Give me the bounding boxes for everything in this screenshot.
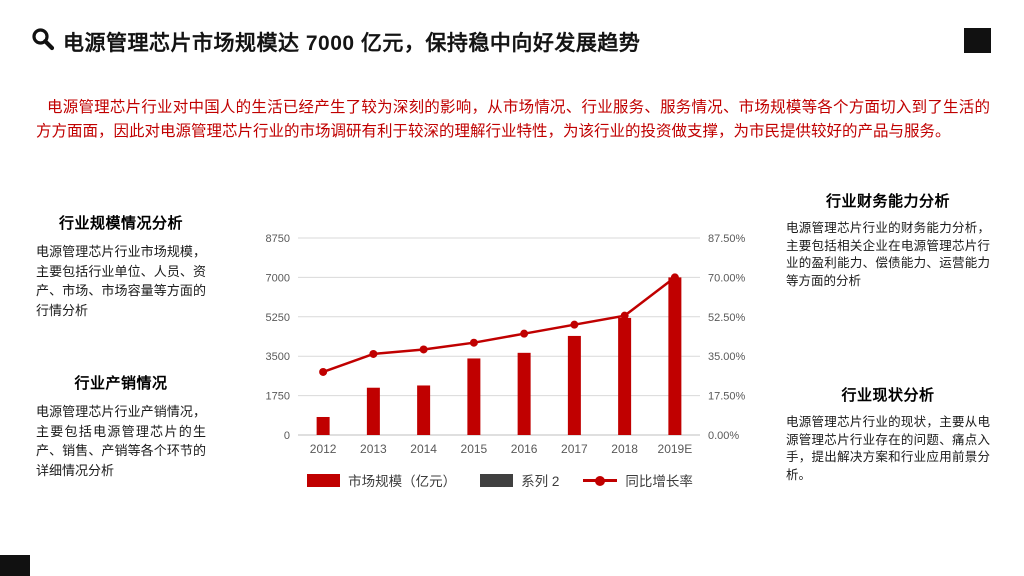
svg-text:2018: 2018: [611, 442, 638, 456]
legend-item-market-size: 市场规模（亿元）: [307, 470, 456, 490]
section-body: 电源管理芯片行业产销情况，主要包括电源管理芯片的生产、销售、产销等各个环节的详细…: [36, 404, 206, 478]
section-title: 行业规模情况分析: [58, 215, 183, 232]
section-body: 电源管理芯片行业的现状，主要从电源管理芯片行业存在的问题、痛点入手，提出解决方案…: [786, 415, 990, 482]
section-scale-analysis: 行业规模情况分析 电源管理芯片行业市场规模，主要包括行业单位、人员、资产、市场、…: [36, 212, 206, 320]
svg-text:17.50%: 17.50%: [708, 391, 746, 403]
svg-text:2017: 2017: [561, 442, 588, 456]
section-title: 行业现状分析: [841, 387, 935, 404]
svg-text:0: 0: [284, 430, 290, 442]
market-size-chart: 0 0.00% 1750 17.50% 3500 35.00% 5250 52.50% 7000…: [240, 226, 760, 471]
chart-legend: 市场规模（亿元） 系列 2 同比增长率: [240, 470, 760, 490]
magnifier-icon: [30, 26, 56, 57]
legend-swatch-series2: [480, 473, 514, 487]
svg-text:2015: 2015: [461, 442, 488, 456]
legend-item-series2: 系列 2: [480, 470, 559, 490]
svg-text:2019E: 2019E: [658, 442, 693, 456]
corner-decoration-bottom-left: [0, 555, 30, 576]
section-status-analysis: 行业现状分析 电源管理芯片行业的现状，主要从电源管理芯片行业存在的问题、痛点入手…: [786, 384, 990, 484]
svg-text:35.00%: 35.00%: [708, 351, 746, 363]
svg-text:8750: 8750: [266, 233, 290, 245]
section-production-sales: 行业产销情况 电源管理芯片行业产销情况，主要包括电源管理芯片的生产、销售、产销等…: [36, 372, 206, 480]
section-body: 电源管理芯片行业市场规模，主要包括行业单位、人员、资产、市场、市场容量等方面的行…: [36, 244, 206, 318]
svg-text:2016: 2016: [511, 442, 538, 456]
svg-text:87.50%: 87.50%: [708, 233, 746, 245]
svg-text:52.50%: 52.50%: [708, 312, 746, 324]
chart-canvas: 0 0.00% 1750 17.50% 3500 35.00% 5250 52.50% 7000…: [266, 233, 746, 456]
legend-item-growth-rate: 同比增长率: [583, 470, 693, 490]
section-body: 电源管理芯片行业的财务能力分析，主要包括相关企业在电源管理芯片行业的盈利能力、偿…: [786, 221, 990, 288]
svg-text:5250: 5250: [266, 312, 290, 324]
legend-label: 市场规模（亿元）: [348, 474, 457, 489]
svg-text:70.00%: 70.00%: [708, 272, 746, 284]
section-title: 行业产销情况: [74, 375, 168, 392]
corner-decoration-top-right: [964, 28, 991, 53]
legend-label: 同比增长率: [625, 474, 693, 489]
intro-paragraph: 电源管理芯片行业对中国人的生活已经产生了较为深刻的影响，从市场情况、行业服务、服…: [36, 99, 990, 140]
svg-text:7000: 7000: [266, 272, 290, 284]
legend-dot-icon: [595, 475, 606, 486]
svg-text:3500: 3500: [266, 351, 290, 363]
title-bar: 电源管理芯片市场规模达 7000 亿元，保持稳中向好发展趋势: [30, 26, 640, 57]
legend-swatch-bar: [307, 473, 341, 487]
page-title: 电源管理芯片市场规模达 7000 亿元，保持稳中向好发展趋势: [63, 31, 641, 55]
svg-text:2014: 2014: [410, 442, 437, 456]
legend-label: 系列 2: [521, 474, 560, 489]
svg-text:0.00%: 0.00%: [708, 430, 739, 442]
svg-text:2012: 2012: [310, 442, 337, 456]
section-financial-analysis: 行业财务能力分析 电源管理芯片行业的财务能力分析，主要包括相关企业在电源管理芯片…: [786, 190, 990, 290]
section-title: 行业财务能力分析: [825, 193, 950, 210]
legend-swatch-line: [583, 475, 618, 486]
svg-text:2013: 2013: [360, 442, 387, 456]
svg-text:1750: 1750: [266, 391, 290, 403]
